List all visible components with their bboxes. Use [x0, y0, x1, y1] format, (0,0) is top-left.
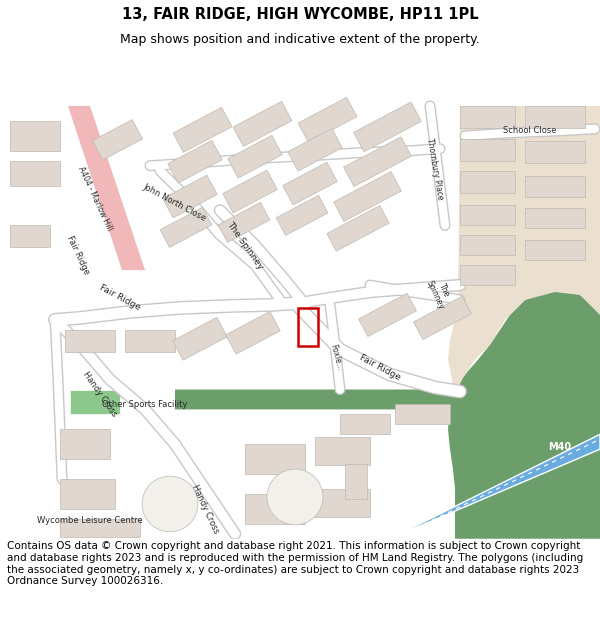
Bar: [395, 404, 450, 424]
Bar: [276, 196, 328, 236]
Bar: [345, 464, 367, 499]
Bar: [525, 240, 585, 260]
Bar: [92, 119, 143, 160]
Bar: [413, 296, 472, 339]
Text: School Close: School Close: [503, 126, 557, 136]
Text: Foxle...: Foxle...: [328, 344, 344, 372]
Text: Thornbury Place: Thornbury Place: [425, 137, 445, 200]
Polygon shape: [390, 434, 600, 539]
Bar: [460, 106, 515, 128]
Bar: [298, 308, 318, 346]
Bar: [525, 141, 585, 162]
Bar: [283, 162, 337, 205]
Polygon shape: [448, 290, 600, 539]
Text: Wycombe Leisure Centre: Wycombe Leisure Centre: [37, 516, 143, 526]
Text: Fair Ridge: Fair Ridge: [65, 234, 91, 276]
Bar: [160, 208, 212, 248]
Text: John North Close: John North Close: [142, 182, 208, 223]
Bar: [226, 311, 280, 354]
Text: A404 - Marlow Hill: A404 - Marlow Hill: [76, 165, 114, 232]
Polygon shape: [175, 389, 462, 404]
Bar: [228, 136, 282, 178]
Bar: [460, 171, 515, 192]
Bar: [233, 101, 292, 146]
Bar: [344, 137, 412, 186]
Text: Contains OS data © Crown copyright and database right 2021. This information is : Contains OS data © Crown copyright and d…: [7, 541, 583, 586]
Bar: [525, 209, 585, 228]
Bar: [223, 170, 277, 213]
Bar: [60, 479, 115, 509]
Bar: [10, 161, 60, 186]
Text: Handy Cross: Handy Cross: [190, 483, 220, 535]
Bar: [353, 102, 421, 152]
Bar: [327, 206, 389, 251]
Text: 13, FAIR RIDGE, HIGH WYCOMBE, HP11 1PL: 13, FAIR RIDGE, HIGH WYCOMBE, HP11 1PL: [122, 7, 478, 22]
Bar: [340, 414, 390, 434]
Text: Other Sports Facility: Other Sports Facility: [103, 400, 188, 409]
Bar: [125, 330, 175, 352]
Text: Map shows position and indicative extent of the property.: Map shows position and indicative extent…: [120, 34, 480, 46]
Text: Fair Ridge: Fair Ridge: [98, 284, 142, 312]
Bar: [173, 318, 227, 360]
Bar: [60, 429, 110, 459]
Bar: [10, 226, 50, 248]
Circle shape: [267, 469, 323, 525]
Bar: [460, 235, 515, 255]
Bar: [525, 176, 585, 198]
Bar: [460, 206, 515, 226]
Text: The
Spinney: The Spinney: [425, 275, 455, 311]
Bar: [10, 121, 60, 151]
Bar: [288, 128, 342, 171]
Bar: [525, 106, 585, 128]
Polygon shape: [70, 389, 120, 414]
Text: Handy Cross: Handy Cross: [81, 370, 119, 419]
Bar: [359, 293, 416, 336]
Text: M40: M40: [548, 442, 572, 452]
Bar: [218, 202, 270, 242]
Polygon shape: [448, 106, 600, 394]
Bar: [245, 444, 305, 474]
Bar: [334, 172, 401, 221]
Bar: [315, 438, 370, 465]
Text: The Spinney: The Spinney: [225, 219, 265, 271]
Bar: [460, 265, 515, 285]
Bar: [60, 519, 140, 537]
Polygon shape: [68, 106, 145, 270]
Bar: [65, 330, 115, 352]
Bar: [298, 98, 357, 142]
Bar: [460, 139, 515, 161]
Bar: [173, 107, 232, 152]
Bar: [163, 175, 217, 218]
Bar: [168, 141, 222, 183]
Polygon shape: [175, 394, 458, 409]
Bar: [245, 494, 305, 524]
Circle shape: [142, 476, 198, 532]
Bar: [315, 489, 370, 517]
Text: Fair Ridge: Fair Ridge: [358, 353, 402, 382]
